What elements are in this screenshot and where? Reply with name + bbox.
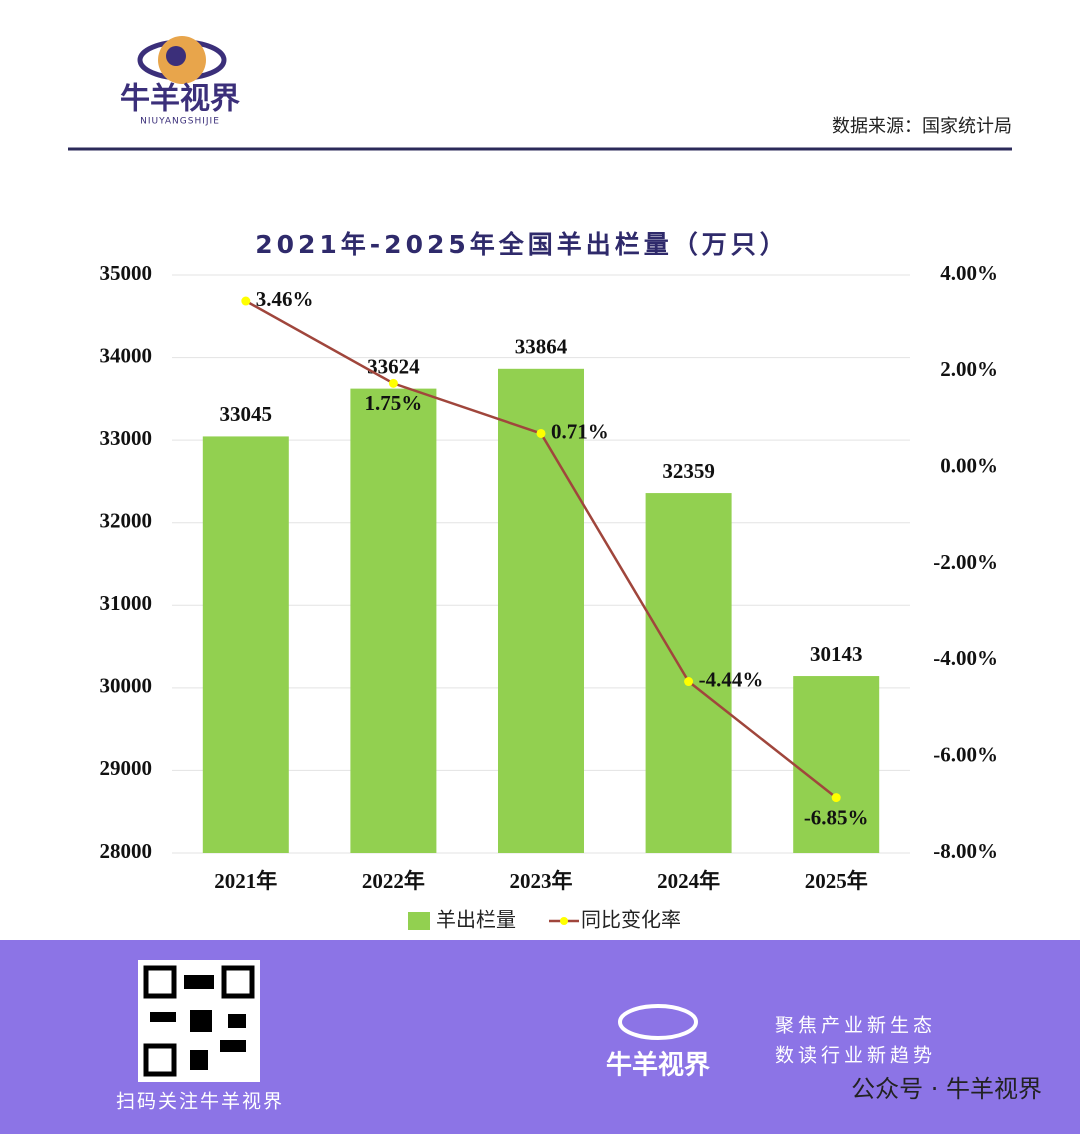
y2-tick-label: 4.00%: [940, 261, 998, 285]
y-tick-label: 28000: [100, 839, 153, 863]
x-tick-label: 2022年: [362, 869, 425, 893]
y-tick-label: 33000: [100, 426, 153, 450]
bar: [202, 436, 289, 853]
brand-sub: NIUYANGSHIJIE: [140, 117, 220, 127]
brand: 牛羊视界: [120, 82, 240, 117]
bar-value-label: 30143: [810, 642, 863, 666]
legend-swatch: [408, 912, 430, 930]
y-tick-label: 35000: [100, 261, 153, 285]
bar-value-label: 33864: [515, 335, 568, 359]
y-tick-label: 32000: [100, 509, 153, 533]
chart-title: 2021年-2025年全国羊出栏量（万只）: [255, 230, 789, 259]
y-tick-label: 30000: [100, 674, 153, 698]
bar: [645, 493, 732, 853]
bar: [498, 368, 584, 853]
bar-value-label: 33045: [220, 402, 273, 426]
y2-tick-label: -6.00%: [933, 742, 998, 766]
footer-logo: [618, 1004, 698, 1040]
legend-label: 同比变化率: [581, 908, 681, 932]
x-tick-label: 2024年: [657, 869, 720, 893]
bar-value-label: 33624: [367, 354, 420, 378]
x-tick-label: 2025年: [805, 869, 868, 893]
line-value-label: 3.46%: [256, 287, 314, 311]
bar: [350, 388, 437, 853]
y2-tick-label: 0.00%: [940, 453, 998, 477]
y2-tick-label: -8.00%: [933, 839, 998, 863]
qr-code: [138, 960, 260, 1082]
legend-label: 羊出栏量: [436, 908, 516, 932]
y-tick-label: 34000: [100, 343, 153, 367]
line-value-label: -4.44%: [699, 667, 764, 691]
y2-tick-label: -2.00%: [933, 550, 998, 574]
line-marker: [831, 793, 841, 803]
x-tick-label: 2023年: [510, 869, 573, 893]
qr-caption: 扫码关注牛羊视界: [116, 1091, 284, 1113]
slogan: 聚焦产业新生态: [775, 1015, 936, 1037]
line-marker: [684, 677, 694, 687]
line-value-label: 1.75%: [365, 391, 423, 415]
line-marker: [536, 428, 546, 438]
y-tick-label: 29000: [100, 756, 153, 780]
account: 公众号 · 牛羊视界: [851, 1075, 1042, 1103]
legend-swatch: [560, 917, 568, 925]
line-marker: [241, 296, 251, 306]
slogan: 数读行业新趋势: [775, 1045, 936, 1067]
y2-tick-label: -4.00%: [933, 646, 998, 670]
line-value-label: -6.85%: [804, 805, 869, 829]
source: 数据来源：国家统计局: [832, 116, 1012, 137]
bar: [793, 676, 880, 853]
logo: [137, 36, 227, 84]
y-tick-label: 31000: [100, 591, 153, 615]
line-value-label: 0.71%: [551, 419, 609, 443]
y2-tick-label: 2.00%: [940, 357, 998, 381]
footer-brand: 牛羊视界: [606, 1050, 710, 1081]
line-marker: [388, 378, 398, 388]
x-tick-label: 2021年: [214, 869, 277, 893]
bar-value-label: 32359: [662, 459, 715, 483]
